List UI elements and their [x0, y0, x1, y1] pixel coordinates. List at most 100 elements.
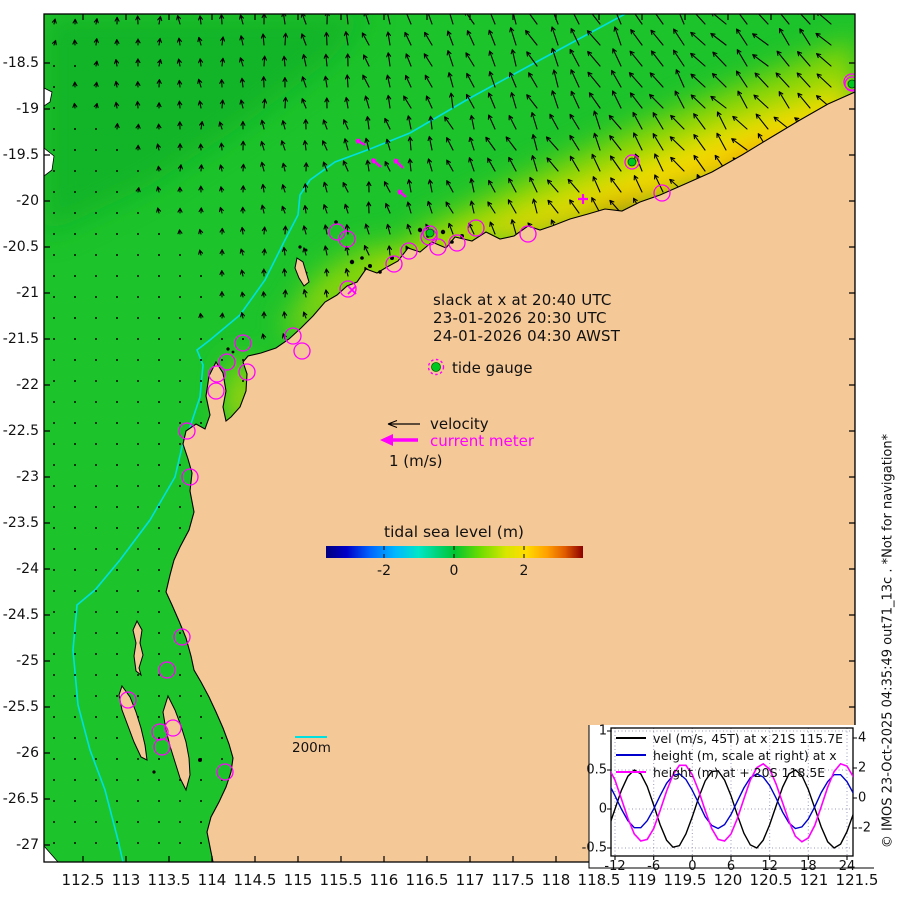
colorbar-tick-0: 0	[449, 563, 459, 579]
inset-xtick-label: 12	[761, 859, 778, 874]
tide-gauge-ring	[844, 76, 855, 92]
land-layer	[44, 87, 855, 862]
tide-gauge-legend-label: tide gauge	[452, 359, 533, 377]
current-meter-ring	[448, 234, 466, 252]
current-meter-vector	[397, 189, 407, 198]
lon-tick-label: 113.5	[147, 871, 191, 889]
tide-gauge-ring	[624, 154, 640, 170]
mainland	[165, 91, 855, 862]
colorbar-tick-2: 2	[519, 563, 529, 579]
current-meter-ring	[429, 238, 447, 256]
slack-x-marker	[347, 285, 357, 295]
lat-tick-label: -25	[16, 653, 39, 669]
inset-xtick-label: -12	[604, 859, 626, 874]
current-meter-ring	[284, 327, 302, 345]
inset-legend-row-height-x: height (m, scale at right) at x	[616, 747, 837, 763]
lon-tick-label: 118.5	[577, 871, 621, 889]
current-meter-ring	[293, 342, 311, 360]
current-meter-ring	[207, 382, 225, 400]
current-meter-ring	[467, 219, 485, 237]
lon-tick-label: 119.5	[663, 871, 707, 889]
current-meter-ring	[119, 691, 137, 709]
inset-ytick-left-label: 0.5	[586, 762, 607, 778]
lat-tick-label: -20.5	[2, 239, 39, 255]
lat-tick-label: -26	[16, 745, 39, 761]
velocity-scale-label: 1 (m/s)	[389, 452, 443, 470]
lon-tick-label: 121	[799, 871, 829, 889]
lon-tick-label: 120.5	[749, 871, 793, 889]
current-meter-ring	[339, 280, 357, 298]
lon-tick-label: 119	[627, 871, 657, 889]
inset-ytick-right-label: 4	[858, 730, 867, 746]
lat-tick-label: -20	[16, 193, 39, 209]
velocity-legend-label: velocity	[430, 415, 489, 433]
inset-xtick-label: 24	[838, 859, 856, 874]
inset-legend-label-height-plus: height (m) at + 20S 118.5E	[653, 764, 826, 780]
lat-tick-label: -26.5	[2, 791, 39, 807]
height-plus-marker	[578, 194, 588, 204]
current-meter-ring	[151, 723, 169, 741]
lon-tick-label: 121.5	[835, 871, 879, 889]
current-meter-vector	[355, 138, 366, 147]
lat-tick-label: -24	[16, 561, 39, 577]
contour-depth-label: 200m	[292, 740, 331, 756]
marker-layer	[119, 73, 855, 781]
inset-xtick-label: -6	[647, 859, 661, 874]
current-meter-ring	[216, 763, 234, 781]
inset-xtick-label: 6	[726, 859, 736, 874]
inset-ytick-left-label: 1	[598, 723, 607, 739]
current-meter-ring	[328, 223, 346, 241]
island-bernier-dorre	[132, 619, 144, 677]
inset-legend-row-vel: vel (m/s, 45T) at x 21S 115.7E	[616, 731, 843, 746]
inset-legend-row-height-plus: height (m) at + 20S 118.5E	[616, 764, 826, 780]
inset-ytick-right-label: 0	[858, 790, 867, 806]
inset-legend-label-height-x: height (m, scale at right) at x	[653, 747, 837, 763]
current-meter-ring	[153, 738, 171, 756]
slack-annotation-line3: 24-01-2026 04:30 AWST	[433, 327, 621, 345]
lat-tick-label: -18.5	[2, 55, 39, 71]
lon-tick-label: 120	[713, 871, 743, 889]
lon-tick-label: 114	[197, 871, 227, 889]
lat-tick-label: -23	[16, 469, 39, 485]
tide-gauge-dot	[425, 228, 435, 238]
inset-series-0	[611, 769, 853, 849]
current-meter-ring	[338, 230, 356, 248]
current-meter-ring	[519, 225, 537, 243]
current-meter-ring	[158, 661, 176, 679]
current-meter-ring	[178, 422, 196, 440]
colorbar	[326, 546, 583, 558]
copyright-text: © IMOS 23-Oct-2025 04:35:49 out71_13c . …	[880, 433, 896, 849]
lon-tick-label: 115	[283, 871, 313, 889]
lat-tick-label: -19.5	[2, 147, 39, 163]
tide-gauge-ring	[422, 225, 438, 241]
lat-tick-label: -21	[16, 285, 39, 301]
lat-tick-label: -22.5	[2, 423, 39, 439]
current-meter-ring	[208, 365, 226, 383]
current-meter-ring	[653, 184, 671, 202]
inset-ytick-right-label: 2	[858, 760, 867, 776]
current-meter-ring	[385, 255, 403, 273]
lon-tick-label: 116.5	[405, 871, 449, 889]
inset-xtick-label: 18	[800, 859, 817, 874]
inset-xtick-label: 0	[688, 859, 697, 874]
lat-tick-label: -19	[16, 101, 39, 117]
lon-tick-label: 117.5	[491, 871, 535, 889]
contour-200m-line	[72, 14, 626, 862]
lon-tick-label: 117	[455, 871, 485, 889]
lat-tick-label: -25.5	[2, 699, 39, 715]
lon-tick-label: 112.5	[61, 871, 105, 889]
lon-tick-label: 115.5	[319, 871, 363, 889]
slack-annotation-line1: slack at x at 20:40 UTC	[433, 291, 612, 309]
colorbar-tick--2: -2	[377, 563, 391, 579]
lon-tick-label: 116	[369, 871, 399, 889]
height-plus-line-swatch	[616, 771, 646, 773]
inset-series-1	[611, 773, 853, 830]
lon-tick-label: 118	[541, 871, 571, 889]
lat-tick-label: -22	[16, 377, 39, 393]
current-meter-ring	[218, 353, 236, 371]
current-meter-ring	[400, 242, 418, 260]
current-meter-ring	[843, 73, 855, 91]
island-dirk-hartog	[118, 684, 148, 761]
slack-annotation-line2: 23-01-2026 20:30 UTC	[433, 309, 607, 327]
